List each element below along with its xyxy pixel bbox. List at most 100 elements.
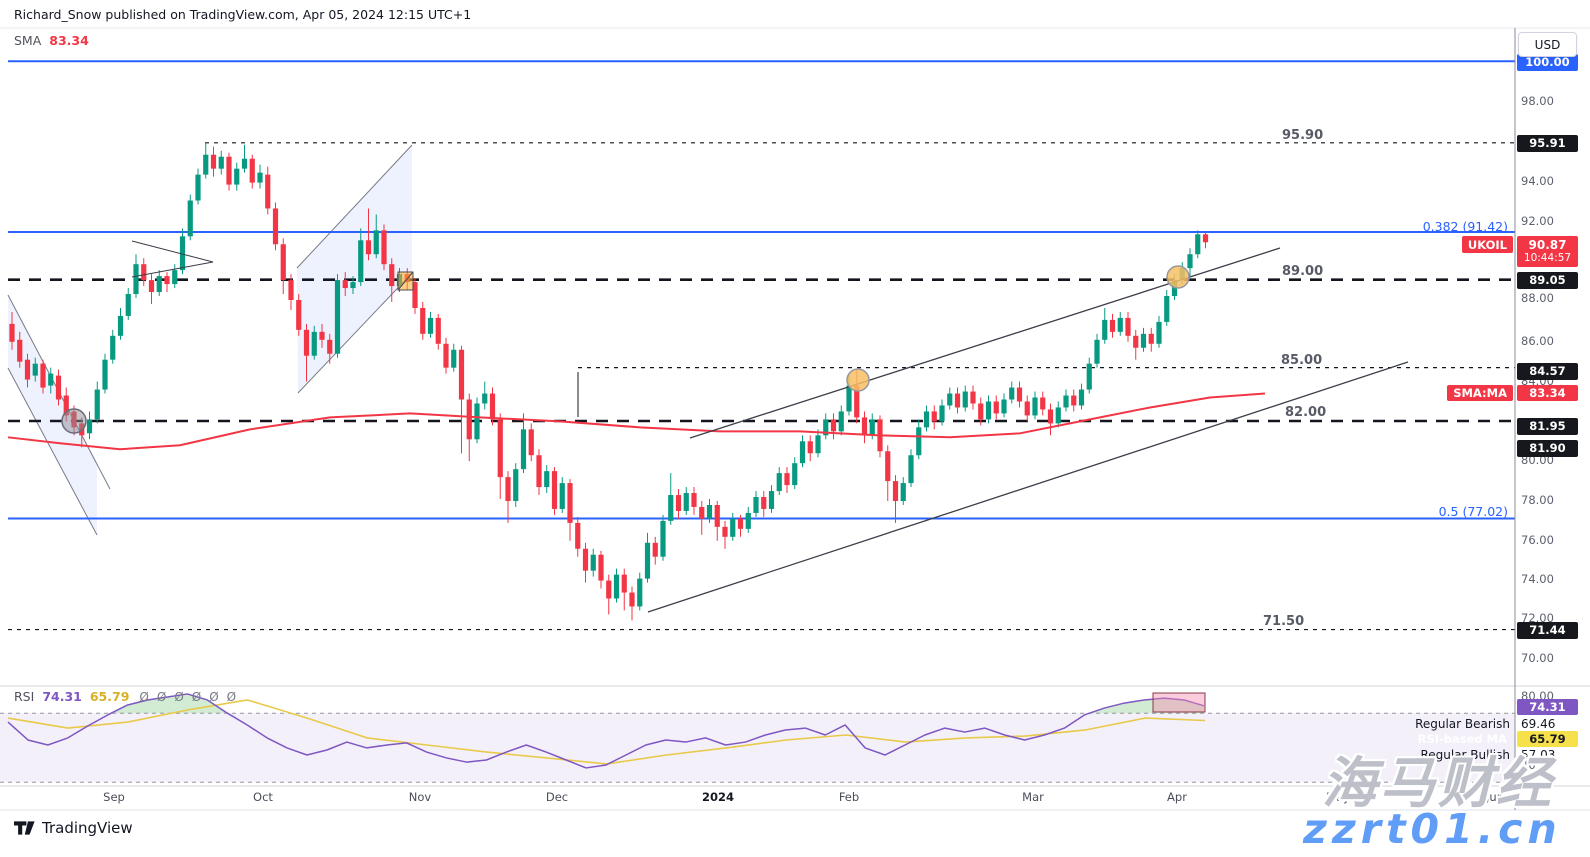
tradingview-brand[interactable]: TradingView — [14, 819, 133, 837]
publish-line: Richard_Snow published on TradingView.co… — [14, 7, 472, 22]
candle-body — [629, 592, 635, 607]
candle-body — [513, 469, 519, 501]
tradingview-brand-text: TradingView — [42, 819, 133, 837]
candle-body — [947, 393, 953, 406]
sma-line[interactable] — [7, 392, 1266, 451]
candle-body — [675, 495, 682, 511]
candle-body — [962, 391, 968, 408]
candle-body — [621, 574, 627, 593]
candle-body — [776, 473, 782, 492]
sma-status-row[interactable]: SMA 83.34 — [14, 33, 89, 48]
publish-header: Richard_Snow published on TradingView.co… — [14, 7, 471, 22]
rsi-status-value: 74.31 — [42, 689, 82, 704]
candle-body — [24, 359, 31, 380]
candle-body — [567, 483, 573, 523]
candle-body — [458, 349, 465, 400]
candle-body — [1086, 363, 1092, 390]
candle-body — [683, 493, 689, 511]
candle-body — [218, 156, 224, 169]
candle-body — [117, 315, 124, 336]
rsi-status-label: RSI — [14, 689, 35, 704]
candle-body — [582, 548, 589, 571]
channel-drawing-0[interactable] — [8, 295, 97, 535]
candle-body — [319, 331, 325, 340]
pennant-line[interactable] — [131, 261, 214, 278]
candle-body — [954, 393, 961, 408]
candle-body — [241, 158, 248, 169]
channel-drawing-1[interactable] — [297, 145, 412, 393]
candle-body — [606, 580, 612, 599]
circle-marker-1[interactable] — [846, 368, 870, 392]
candle-body — [48, 373, 54, 386]
candle-body — [644, 542, 651, 579]
candle-body — [1125, 317, 1131, 336]
candle-body — [892, 481, 899, 501]
rsi-highlight-box[interactable] — [1152, 692, 1206, 713]
candle-body — [420, 307, 426, 334]
candle-body — [722, 526, 728, 537]
pennant-line[interactable] — [131, 240, 214, 263]
candle-body — [311, 331, 317, 356]
candle-body — [637, 578, 643, 607]
candle-body — [559, 483, 565, 509]
candle-body — [489, 393, 496, 420]
channel-line[interactable] — [7, 367, 98, 536]
candle-body — [1117, 317, 1123, 332]
channel-line[interactable] — [296, 144, 413, 269]
candle-body — [830, 419, 837, 432]
candle-body — [203, 154, 209, 175]
rsi-ma-status-value: 65.79 — [89, 689, 130, 704]
candle-body — [815, 435, 821, 454]
candle-body — [1024, 401, 1030, 416]
watermark-url-text: zzrt01.cn — [1303, 805, 1562, 853]
candle-body — [536, 455, 542, 488]
candle-body — [1148, 333, 1154, 344]
candle-body — [768, 491, 775, 509]
channel-line[interactable] — [297, 272, 413, 394]
candle-body — [544, 471, 550, 488]
candle-body — [327, 339, 333, 354]
rsi-empty-value: Ø — [139, 689, 149, 704]
candle-body — [1001, 399, 1007, 414]
candle-body — [706, 504, 713, 519]
candle-body — [598, 554, 604, 581]
candle-body — [931, 411, 937, 422]
candle-body — [761, 497, 767, 509]
candle-body — [172, 270, 178, 285]
candle-body — [823, 419, 829, 436]
symbol-label-badge: UKOIL — [1461, 236, 1513, 253]
last-price-value: 90.87 — [1528, 237, 1567, 252]
currency-button[interactable]: USD — [1518, 32, 1577, 57]
candle-body — [133, 264, 139, 295]
sma-status-label: SMA — [14, 33, 42, 48]
candle-body — [249, 158, 255, 183]
candle-body — [55, 375, 62, 400]
candle-body — [1063, 395, 1069, 408]
sma-status-value: 83.34 — [49, 33, 89, 48]
square-marker-diagonal — [397, 271, 414, 291]
candle-body — [652, 542, 658, 557]
candle-body — [970, 391, 976, 404]
rsi-overbought-fill — [1089, 698, 1204, 714]
rsi-empty-value: Ø — [209, 689, 219, 704]
watermark-cn-text: 海马财经 — [1322, 751, 1555, 815]
candle-body — [466, 399, 472, 440]
circle-marker-2[interactable] — [1166, 265, 1190, 289]
rsi-line[interactable] — [7, 693, 1205, 769]
trendline-1[interactable] — [647, 361, 1409, 613]
candle-body — [1102, 319, 1108, 340]
candle-body — [528, 429, 534, 456]
candle-body — [660, 520, 666, 557]
candle-body — [435, 317, 441, 344]
candle-body — [141, 264, 147, 281]
candle-body — [1016, 387, 1023, 402]
candle-body — [1202, 234, 1209, 243]
circle-marker-0[interactable] — [61, 408, 87, 434]
trendline-0[interactable] — [689, 247, 1281, 439]
candle-body — [1156, 321, 1162, 344]
sma-ma-label-badge: SMA:MA — [1447, 385, 1513, 401]
candle-body — [1055, 407, 1061, 424]
candle-body — [443, 343, 449, 368]
